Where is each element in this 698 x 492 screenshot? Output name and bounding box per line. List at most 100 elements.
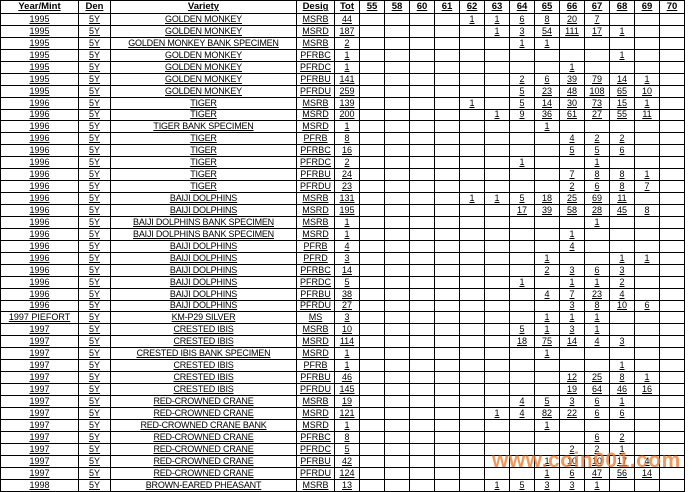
cell-variety[interactable]: BAIJI DOLPHINS [110,263,297,277]
cell-total[interactable]: 24 [334,168,360,182]
cell-grade-68[interactable]: 1 [609,359,635,373]
cell-year-mint[interactable]: 1996 [0,144,79,158]
cell-grade-66[interactable]: 5 [559,144,585,158]
cell-den[interactable]: 5Y [78,60,111,74]
cell-grade-67[interactable]: 1 [584,215,610,229]
cell-grade-65[interactable]: 1 [534,251,560,265]
cell-variety[interactable]: RED-CROWNED CRANE [110,430,297,444]
cell-grade-65[interactable]: 2 [534,263,560,277]
cell-variety[interactable]: GOLDEN MONKEY [110,24,297,38]
cell-grade-67[interactable]: 73 [584,96,610,110]
cell-grade-68[interactable]: 1 [609,251,635,265]
cell-den[interactable]: 5Y [78,24,111,38]
cell-desig[interactable]: MSRD [296,227,335,241]
cell-year-mint[interactable]: 1996 [0,239,79,253]
cell-den[interactable]: 5Y [78,96,111,110]
cell-grade-69[interactable]: 8 [634,204,660,217]
cell-grade-68[interactable]: 11 [609,192,635,205]
cell-variety[interactable]: TIGER [110,168,297,182]
cell-variety[interactable]: GOLDEN MONKEY [110,48,297,62]
cell-grade-66[interactable]: 3 [559,323,585,337]
cell-variety[interactable]: GOLDEN MONKEY BANK SPECIMEN [110,36,297,50]
cell-grade-63[interactable]: 1 [484,108,510,122]
cell-grade-66[interactable]: 2 [559,180,585,194]
cell-den[interactable]: 5Y [78,156,111,170]
cell-total[interactable]: 1 [334,347,360,361]
cell-grade-67[interactable]: 79 [584,72,610,86]
cell-desig[interactable]: MSRD [296,204,335,217]
cell-grade-69[interactable]: 4 [634,454,660,468]
cell-year-mint[interactable]: 1997 [0,335,79,349]
cell-variety[interactable]: CRESTED IBIS BANK SPECIMEN [110,347,297,361]
cell-desig[interactable]: MSRD [296,347,335,361]
cell-year-mint[interactable]: 1996 [0,263,79,277]
cell-total[interactable]: 1 [334,120,360,134]
cell-variety[interactable]: GOLDEN MONKEY [110,13,297,26]
cell-desig[interactable]: MSRB [296,13,335,26]
cell-grade-67[interactable]: 1 [584,275,610,289]
cell-grade-67[interactable]: 2 [584,442,610,456]
cell-grade-68[interactable]: 2 [609,275,635,289]
cell-grade-67[interactable]: 17 [584,24,610,38]
cell-desig[interactable]: MSRD [296,406,335,420]
cell-grade-65[interactable]: 36 [534,108,560,122]
cell-grade-65[interactable]: 1 [534,120,560,134]
cell-den[interactable]: 5Y [78,287,111,301]
cell-grade-67[interactable]: 64 [584,383,610,396]
cell-den[interactable]: 5Y [78,299,111,313]
cell-den[interactable]: 5Y [78,192,111,205]
cell-total[interactable]: 10 [334,323,360,337]
cell-desig[interactable]: PFRDU [296,180,335,194]
cell-grade-66[interactable]: 4 [559,132,585,146]
cell-grade-68[interactable]: 56 [609,466,635,480]
cell-den[interactable]: 5Y [78,418,111,432]
cell-grade-66[interactable]: 1 [559,311,585,325]
cell-year-mint[interactable]: 1997 PIEFORT [0,311,79,325]
cell-grade-64[interactable]: 4 [509,395,535,408]
cell-total[interactable]: 5 [334,442,360,456]
cell-grade-65[interactable]: 4 [534,287,560,301]
cell-grade-68[interactable]: 14 [609,72,635,86]
cell-den[interactable]: 5Y [78,442,111,456]
cell-grade-65[interactable]: 6 [534,72,560,86]
cell-grade-68[interactable]: 17 [609,454,635,468]
cell-grade-68[interactable]: 6 [609,144,635,158]
cell-year-mint[interactable]: 1997 [0,418,79,432]
cell-variety[interactable]: BAIJI DOLPHINS BANK SPECIMEN [110,227,297,241]
cell-year-mint[interactable]: 1996 [0,132,79,146]
cell-grade-66[interactable]: 4 [559,239,585,253]
cell-den[interactable]: 5Y [78,430,111,444]
cell-variety[interactable]: RED-CROWNED CRANE [110,406,297,420]
cell-grade-65[interactable]: 1 [534,311,560,325]
cell-variety[interactable]: BAIJI DOLPHINS [110,192,297,205]
cell-grade-68[interactable]: 1 [609,24,635,38]
cell-year-mint[interactable]: 1995 [0,60,79,74]
cell-desig[interactable]: MSRB [296,323,335,337]
cell-variety[interactable]: BAIJI DOLPHINS [110,239,297,253]
cell-grade-69[interactable]: 11 [634,108,660,122]
cell-year-mint[interactable]: 1996 [0,227,79,241]
cell-year-mint[interactable]: 1996 [0,180,79,194]
cell-variety[interactable]: RED-CROWNED CRANE BANK [110,418,297,432]
cell-grade-67[interactable]: 8 [584,299,610,313]
cell-grade-67[interactable]: 27 [584,108,610,122]
cell-desig[interactable]: PFRBC [296,144,335,158]
cell-den[interactable]: 5Y [78,395,111,408]
cell-grade-62[interactable]: 1 [459,96,485,110]
cell-total[interactable]: 46 [334,371,360,385]
cell-grade-65[interactable]: 1 [534,36,560,50]
cell-grade-68[interactable]: 8 [609,371,635,385]
cell-grade-69[interactable]: 1 [634,96,660,110]
cell-grade-65[interactable]: 18 [534,192,560,205]
cell-grade-68[interactable]: 1 [609,48,635,62]
cell-grade-66[interactable]: 48 [559,84,585,98]
cell-desig[interactable]: PFRBU [296,287,335,301]
cell-grade-66[interactable]: 25 [559,192,585,205]
cell-grade-69[interactable]: 6 [634,299,660,313]
cell-desig[interactable]: PFRBU [296,168,335,182]
cell-desig[interactable]: PFRDC [296,442,335,456]
cell-grade-69[interactable]: 1 [634,168,660,182]
cell-grade-66[interactable]: 61 [559,108,585,122]
cell-grade-68[interactable]: 45 [609,204,635,217]
cell-year-mint[interactable]: 1996 [0,108,79,122]
